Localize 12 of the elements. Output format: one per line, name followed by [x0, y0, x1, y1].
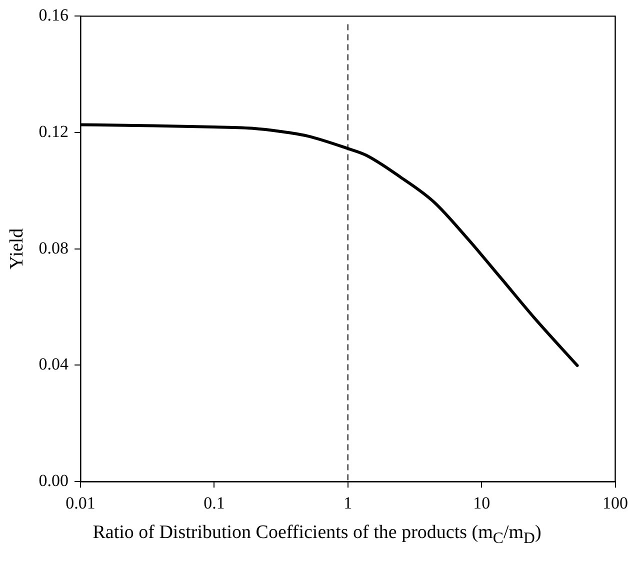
y-tick-label: 0.12 — [38, 122, 69, 142]
x-tick-label: 100 — [602, 493, 628, 512]
y-tick-label: 0.00 — [38, 471, 69, 490]
x-tick-label: 0.1 — [204, 493, 225, 512]
x-axis-title: Ratio of Distribution Coefficients of the products (m$_{C}$/m$_{D}$) — [92, 522, 542, 548]
x-tick-label: 10 — [473, 493, 490, 512]
y-tick-label: 0.08 — [38, 238, 69, 258]
x-tick-label: 1 — [344, 493, 352, 512]
y-tick-label: 0.16 — [38, 6, 69, 25]
y-tick-label: 0.04 — [38, 354, 70, 374]
x-tick-label: 0.01 — [66, 493, 96, 512]
y-axis-title: Yield — [6, 228, 28, 270]
